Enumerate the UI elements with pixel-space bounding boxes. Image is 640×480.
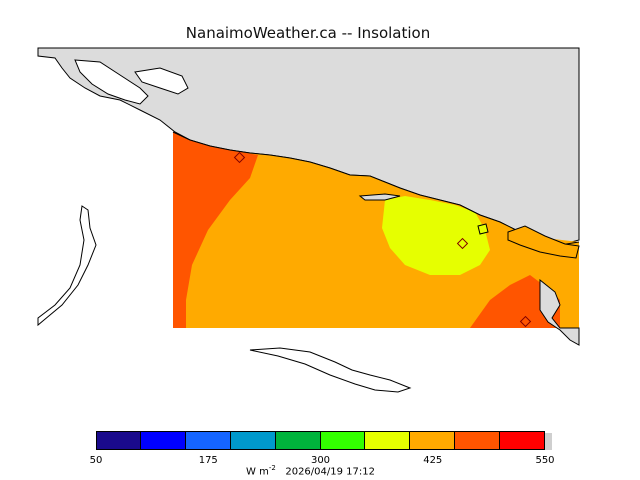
colorbar-segment [455, 431, 500, 450]
colorbar-segment [276, 431, 321, 450]
colorbar-segment [365, 431, 410, 450]
colorbar-tick-label: 175 [198, 455, 218, 466]
colorbar-tick-label: 50 [89, 455, 103, 466]
field-base [173, 132, 579, 328]
colorbar-segment [321, 431, 365, 450]
peninsula-east [507, 225, 580, 259]
island-south [249, 347, 412, 393]
colorbar-segment [186, 431, 231, 450]
units-label: W m [246, 466, 269, 478]
field-peak [382, 196, 490, 275]
colorbar-caption: W m-2 2026/04/19 17:12 [246, 464, 375, 477]
units-exponent: -2 [268, 464, 276, 472]
colorbar-tick-label: 425 [423, 455, 443, 466]
map-title: NanaimoWeather.ca -- Insolation [185, 24, 431, 42]
field-high-southeast [470, 275, 560, 328]
island-north-1 [74, 59, 149, 105]
colorbar [96, 431, 552, 451]
colorbar-tick-label: 550 [535, 455, 555, 466]
station-marker-northwest [233, 151, 246, 164]
island-west [37, 205, 97, 327]
field-high-west [173, 132, 258, 328]
coastline [172, 131, 580, 246]
southeast-coast [539, 278, 580, 346]
colorbar-segment [231, 431, 276, 450]
colorbar-tick-label: 300 [310, 455, 331, 466]
islet-small [477, 223, 489, 235]
station-marker-center [456, 237, 469, 250]
station-marker-southeast [519, 315, 532, 328]
colorbar-segment [141, 431, 186, 450]
timestamp: 2026/04/19 17:12 [285, 466, 375, 478]
colorbar-frame [96, 431, 545, 450]
island-north-2 [134, 67, 189, 95]
colorbar-segment [410, 431, 455, 450]
colorbar-segment [96, 431, 141, 450]
insolation-field [173, 132, 579, 328]
colorbar-tail [545, 433, 552, 450]
inlet-shape [358, 193, 401, 201]
